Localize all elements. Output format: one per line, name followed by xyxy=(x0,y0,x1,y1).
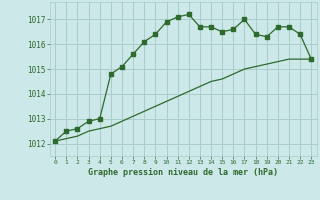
X-axis label: Graphe pression niveau de la mer (hPa): Graphe pression niveau de la mer (hPa) xyxy=(88,168,278,177)
